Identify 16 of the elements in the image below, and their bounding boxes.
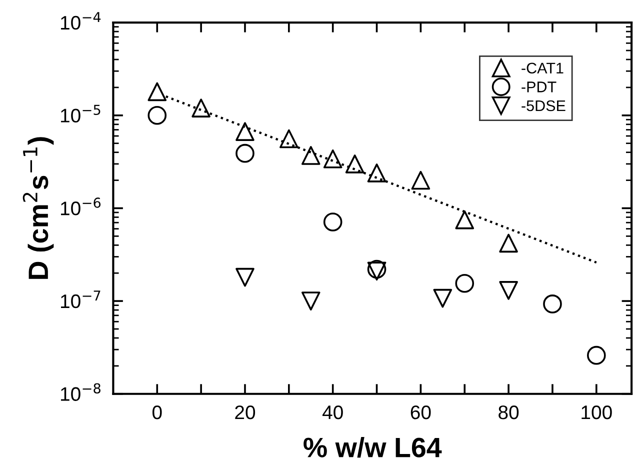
- y-tick-label: 10$^{−5}$: [60, 104, 100, 122]
- y-tick-label: 10$^{−8}$: [60, 383, 100, 401]
- y-tick-label: 10$^{−7}$: [60, 290, 100, 308]
- x-tick-label: 80: [498, 405, 519, 420]
- legend-label: -PDT: [522, 82, 556, 92]
- x-axis-title: % w/w L64: [304, 436, 442, 458]
- x-tick-label: 0: [152, 405, 162, 420]
- y-tick-label: 10$^{−4}$: [60, 12, 101, 30]
- y-axis-title: D (cm$^{2}$s$^{−1}$): [22, 137, 54, 279]
- y-tick-label: 10$^{−6}$: [60, 198, 101, 216]
- legend-label: -CAT1: [522, 62, 564, 74]
- legend-label: -5DSE: [522, 100, 566, 112]
- x-tick-label: 60: [410, 405, 431, 420]
- x-tick-label: 20: [235, 405, 256, 420]
- x-tick-label: 40: [322, 405, 343, 420]
- x-tick-label: 100: [582, 405, 612, 420]
